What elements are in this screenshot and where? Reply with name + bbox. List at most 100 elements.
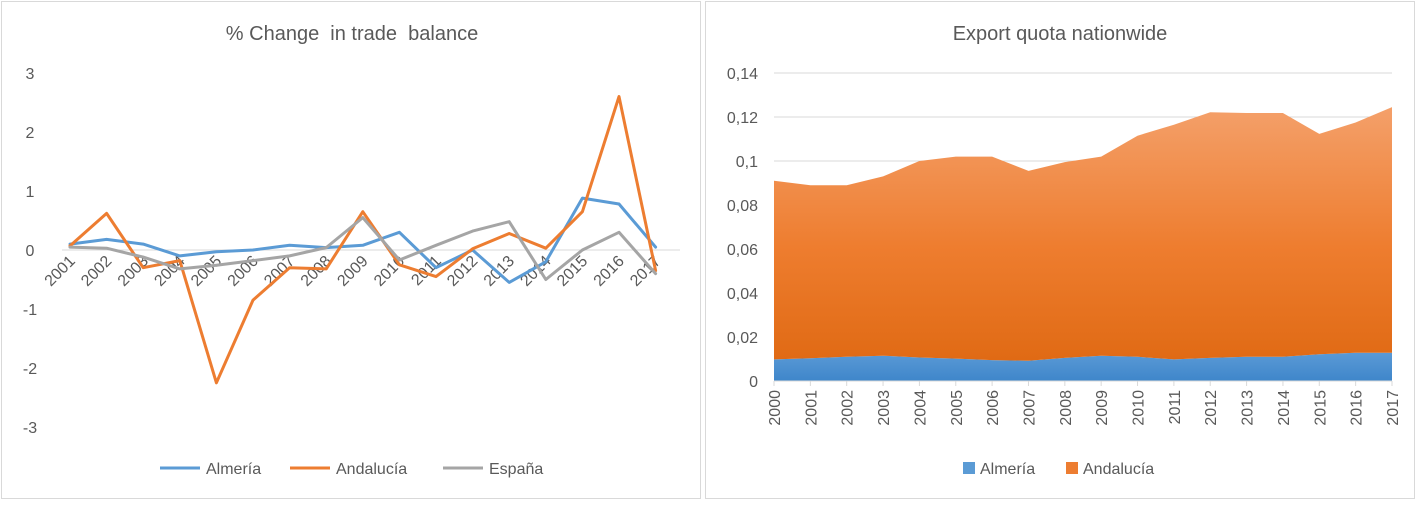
line-y-tick-label: -1 (23, 302, 37, 319)
area-y-tick-label: 0 (749, 374, 758, 391)
line-point (617, 202, 621, 206)
area-legend-swatch (1066, 462, 1078, 474)
line-point (398, 231, 401, 234)
line-legend-label: España (489, 461, 543, 478)
area-series-andalucía (774, 107, 1392, 361)
area-x-tick-label: 2005 (949, 390, 966, 426)
line-point (105, 212, 108, 215)
line-point (288, 254, 291, 258)
line-point (288, 244, 291, 247)
line-point (361, 216, 364, 219)
line-point (325, 267, 328, 271)
line-legend-label: Andalucía (336, 461, 407, 478)
line-chart-legend: Almería Andalucía España (160, 461, 543, 478)
line-point (178, 254, 181, 258)
area-x-tick-label: 2000 (767, 390, 784, 426)
line-point (398, 258, 401, 262)
area-legend-label: Andalucía (1083, 461, 1154, 478)
line-point (142, 266, 145, 269)
line-point (581, 210, 584, 213)
line-chart-title: % Change in trade balance (226, 23, 478, 45)
line-point (617, 95, 621, 98)
line-point (654, 272, 657, 275)
line-point (251, 298, 255, 302)
line-point (544, 247, 547, 250)
area-x-tick-label: 2006 (985, 390, 1002, 426)
line-chart-series (68, 95, 658, 385)
area-chart-title: Export quota nationwide (953, 23, 1168, 45)
area-x-tick-label: 2008 (1058, 390, 1075, 426)
line-point (398, 263, 401, 266)
line-point (68, 245, 72, 249)
line-point (654, 245, 657, 249)
area-x-tick-label: 2016 (1349, 390, 1366, 426)
line-point (251, 248, 255, 252)
area-y-tick-label: 0,06 (727, 242, 758, 259)
line-legend-label: Almería (206, 461, 261, 478)
line-y-tick-label: 0 (26, 243, 35, 260)
area-y-tick-label: 0,04 (727, 286, 758, 303)
area-x-tick-label: 2014 (1276, 390, 1293, 426)
area-x-tick-label: 2001 (803, 390, 820, 426)
area-legend-swatch (963, 462, 975, 474)
area-x-tick-label: 2015 (1312, 390, 1329, 426)
area-chart-x-ticks: 2000 2001 2002 2003 2004 2005 2006 2007 2008 2009… (767, 381, 1402, 426)
area-chart-y-ticks: 0 0,02 0,04 0,06 0,08 0,1 0,12 0,14 (727, 66, 758, 391)
area-chart-panel: Export quota nationwide 0 0,02 0,04 0,06 0,0… (705, 1, 1415, 499)
line-y-tick-label: 3 (26, 66, 35, 83)
line-point (251, 259, 255, 262)
line-point (105, 238, 108, 241)
line-y-tick-label: -3 (23, 420, 37, 437)
line-y-tick-label: -2 (23, 361, 37, 378)
line-point (215, 381, 218, 384)
area-chart-legend: Almería Andalucía (963, 461, 1154, 478)
area-x-tick-label: 2013 (1240, 390, 1257, 426)
line-point (361, 210, 364, 213)
line-point (434, 275, 438, 278)
line-point (434, 266, 438, 269)
line-point (105, 247, 108, 250)
line-point (544, 260, 547, 263)
line-point (471, 247, 474, 250)
line-point (325, 246, 328, 249)
line-point (178, 259, 181, 262)
line-point (581, 196, 584, 200)
area-x-tick-label: 2010 (1131, 390, 1148, 426)
line-point (142, 255, 145, 259)
area-chart-series (774, 107, 1392, 382)
area-y-tick-label: 0,12 (727, 110, 758, 127)
line-point (361, 244, 364, 247)
line-point (288, 266, 291, 269)
line-point (508, 220, 511, 223)
line-point (471, 229, 474, 233)
line-point (508, 281, 511, 284)
area-x-tick-label: 2007 (1021, 390, 1038, 426)
line-point (142, 242, 145, 246)
area-x-tick-label: 2009 (1094, 390, 1111, 426)
area-x-tick-label: 2002 (840, 390, 857, 426)
line-point (581, 248, 584, 252)
area-legend-label: Almería (980, 461, 1035, 478)
area-y-tick-label: 0,1 (736, 154, 758, 171)
line-point (178, 267, 181, 271)
line-point (508, 232, 511, 235)
area-y-tick-label: 0,14 (727, 66, 758, 83)
area-series-almería (774, 352, 1392, 381)
line-point (434, 244, 438, 247)
line-y-tick-label: 2 (26, 125, 35, 142)
line-point (215, 250, 218, 253)
area-y-tick-label: 0,08 (727, 198, 758, 215)
line-point (544, 278, 547, 281)
area-x-tick-label: 2012 (1203, 390, 1220, 426)
area-x-tick-label: 2003 (876, 390, 893, 426)
line-chart-y-ticks: 3 2 1 0 -1 -2 -3 (23, 66, 37, 437)
area-y-tick-label: 0,02 (727, 330, 758, 347)
line-y-tick-label: 1 (26, 184, 35, 201)
area-x-tick-label: 2011 (1167, 390, 1184, 425)
line-point (215, 264, 218, 267)
line-point (617, 231, 621, 234)
area-x-tick-label: 2004 (912, 390, 929, 426)
area-x-tick-label: 2017 (1385, 390, 1402, 426)
